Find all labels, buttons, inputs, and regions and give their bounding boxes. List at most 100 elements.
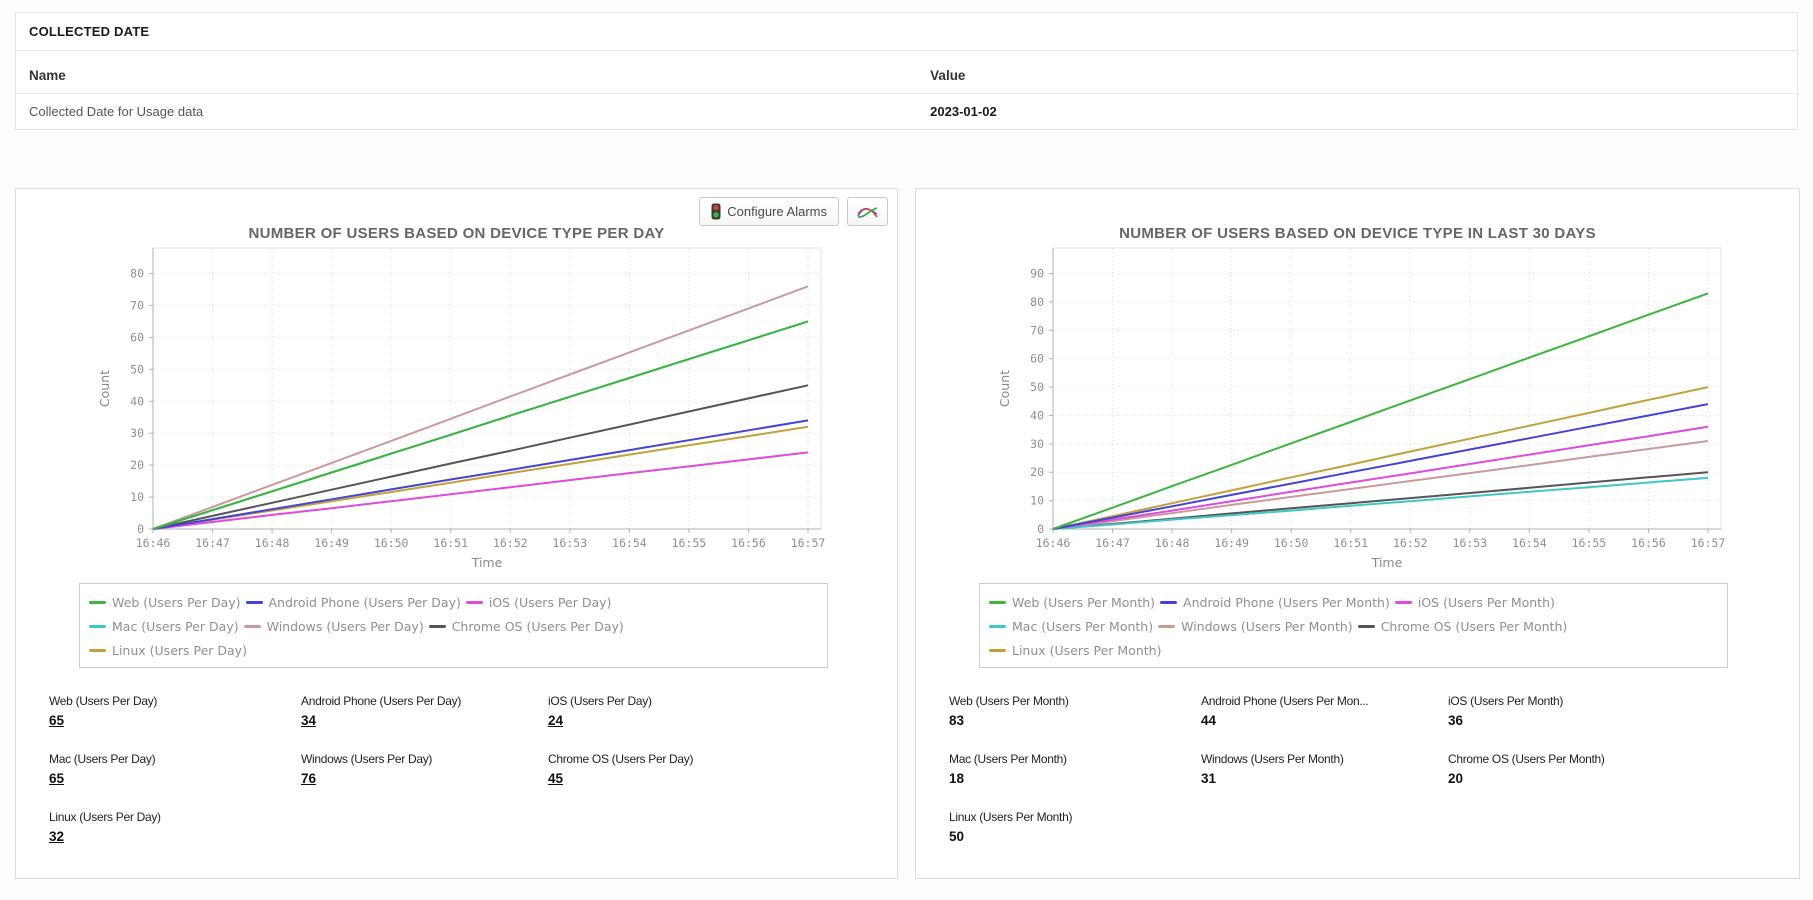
chart-title-last-30-days: NUMBER OF USERS BASED ON DEVICE TYPE IN … (1119, 225, 1596, 242)
legend-label: iOS (Users Per Month) (1417, 595, 1555, 610)
svg-text:60: 60 (130, 330, 144, 344)
legend-swatch-icon (243, 625, 261, 628)
line-chart-icon (857, 206, 878, 218)
legend-item: Android Phone (Users Per Month) (1160, 592, 1390, 613)
legend-item: Chrome OS (Users Per Month) (1357, 616, 1568, 637)
svg-text:16:51: 16:51 (433, 536, 468, 550)
summary-value: 36 (1448, 713, 1464, 728)
summary-label: Mac (Users Per Day) (49, 752, 156, 766)
svg-text:16:51: 16:51 (1333, 536, 1368, 550)
svg-text:Count: Count (997, 370, 1012, 407)
legend-item: Linux (Users Per Day) (89, 640, 247, 661)
table-row: Collected Date for Usage data 2023-01-02 (16, 94, 1797, 129)
summary-value: 50 (949, 829, 965, 844)
legend-item: Windows (Users Per Month) (1158, 616, 1353, 637)
svg-text:16:48: 16:48 (1155, 536, 1190, 550)
legend-label: Android Phone (Users Per Day) (268, 595, 461, 610)
legend-swatch-icon (1158, 625, 1176, 628)
legend-item: Web (Users Per Month) (989, 592, 1155, 613)
summary-item: iOS (Users Per Month) 36 (1448, 694, 1779, 730)
svg-text:16:50: 16:50 (1274, 536, 1309, 550)
svg-text:80: 80 (1030, 295, 1044, 309)
summary-label: Web (Users Per Month) (949, 694, 1069, 708)
svg-text:16:56: 16:56 (731, 536, 766, 550)
legend-item: iOS (Users Per Month) (1394, 592, 1555, 613)
summary-label: Android Phone (Users Per Mon... (1201, 694, 1369, 708)
legend-item: Mac (Users Per Day) (89, 616, 239, 637)
legend-label: Windows (Users Per Month) (1181, 619, 1353, 634)
legend-swatch-icon (989, 649, 1006, 652)
svg-text:Time: Time (471, 555, 503, 570)
summary-item: Windows (Users Per Day) 76 (301, 752, 548, 788)
svg-text:60: 60 (1030, 352, 1044, 366)
summary-item: Android Phone (Users Per Day) 34 (301, 694, 548, 730)
summary-value-link[interactable]: 32 (49, 829, 65, 844)
summary-label: Web (Users Per Day) (49, 694, 158, 708)
configure-alarms-label: Configure Alarms (727, 204, 827, 219)
summary-value-link[interactable]: 34 (301, 713, 317, 728)
svg-text:40: 40 (1030, 408, 1044, 422)
summary-item: Windows (Users Per Month) 31 (1201, 752, 1448, 788)
summary-value-link[interactable]: 24 (548, 713, 564, 728)
svg-text:16:52: 16:52 (1393, 536, 1428, 550)
legend-swatch-icon (89, 625, 106, 628)
svg-text:16:46: 16:46 (1036, 536, 1071, 550)
legend-item: Mac (Users Per Month) (989, 616, 1153, 637)
per-day-line-chart: 0 10 20 30 40 50 60 70 80 16:46 16:47 16:48 16:49 16:… (97, 247, 825, 570)
chart-view-button[interactable] (847, 197, 888, 226)
chart-panel-last-30-days: NUMBER OF USERS BASED ON DEVICE TYPE IN … (915, 188, 1800, 879)
last-30-days-line-chart: 0 10 20 30 40 50 60 70 80 90 16:46 16:47 16:48 16:49 1… (997, 247, 1725, 570)
svg-text:16:49: 16:49 (1214, 536, 1249, 550)
svg-text:Time: Time (1371, 555, 1403, 570)
svg-text:10: 10 (130, 490, 144, 504)
svg-text:90: 90 (1030, 267, 1044, 281)
svg-text:16:54: 16:54 (612, 536, 647, 550)
summary-item: Linux (Users Per Month) 50 (949, 810, 1201, 846)
legend-swatch-icon (1394, 601, 1412, 604)
svg-text:16:53: 16:53 (1453, 536, 1488, 550)
summary-value: 18 (949, 771, 965, 786)
panel-toolbar: Configure Alarms (699, 197, 888, 226)
svg-text:16:56: 16:56 (1631, 536, 1666, 550)
summary-value-link[interactable]: 65 (49, 713, 65, 728)
summary-label: Mac (Users Per Month) (949, 752, 1067, 766)
summary-value-link[interactable]: 45 (548, 771, 564, 786)
svg-text:16:55: 16:55 (1572, 536, 1607, 550)
svg-text:Count: Count (97, 370, 112, 407)
summary-value-link[interactable]: 65 (49, 771, 65, 786)
svg-text:16:46: 16:46 (136, 536, 171, 550)
summary-value: 44 (1201, 713, 1217, 728)
legend-swatch-icon (465, 601, 483, 604)
legend-label: Web (Users Per Day) (112, 595, 241, 610)
configure-alarms-button[interactable]: Configure Alarms (699, 197, 839, 226)
svg-text:16:52: 16:52 (493, 536, 528, 550)
legend-item: Linux (Users Per Month) (989, 640, 1161, 661)
svg-text:16:55: 16:55 (672, 536, 707, 550)
svg-text:20: 20 (1030, 465, 1044, 479)
svg-text:0: 0 (137, 522, 144, 536)
legend-label: iOS (Users Per Day) (488, 595, 612, 610)
summary-item: Mac (Users Per Day) 65 (49, 752, 301, 788)
legend-row: Mac (Users Per Day) Windows (Users Per Da… (89, 613, 818, 637)
legend-label: Chrome OS (Users Per Month) (1380, 619, 1568, 634)
per-day-summary: Web (Users Per Day) 65 Android Phone (User… (16, 694, 897, 846)
column-header-value: Value (917, 51, 1797, 94)
legend-label: Mac (Users Per Month) (1012, 619, 1154, 634)
svg-text:0: 0 (1037, 522, 1044, 536)
legend-label: Windows (Users Per Day) (266, 619, 424, 634)
summary-label: Linux (Users Per Month) (949, 810, 1073, 824)
summary-label: Linux (Users Per Day) (49, 810, 161, 824)
legend-label: Linux (Users Per Day) (112, 643, 247, 658)
legend-label: Web (Users Per Month) (1012, 595, 1156, 610)
legend-row: Web (Users Per Month) Android Phone (User… (989, 589, 1718, 613)
traffic-light-icon (711, 203, 721, 220)
svg-text:20: 20 (130, 458, 144, 472)
svg-text:40: 40 (130, 394, 144, 408)
summary-value-link[interactable]: 76 (301, 771, 317, 786)
svg-text:16:49: 16:49 (314, 536, 349, 550)
svg-text:30: 30 (1030, 437, 1044, 451)
summary-item: Web (Users Per Month) 83 (949, 694, 1201, 730)
legend-label: Android Phone (Users Per Month) (1183, 595, 1390, 610)
summary-item: Chrome OS (Users Per Month) 20 (1448, 752, 1779, 788)
